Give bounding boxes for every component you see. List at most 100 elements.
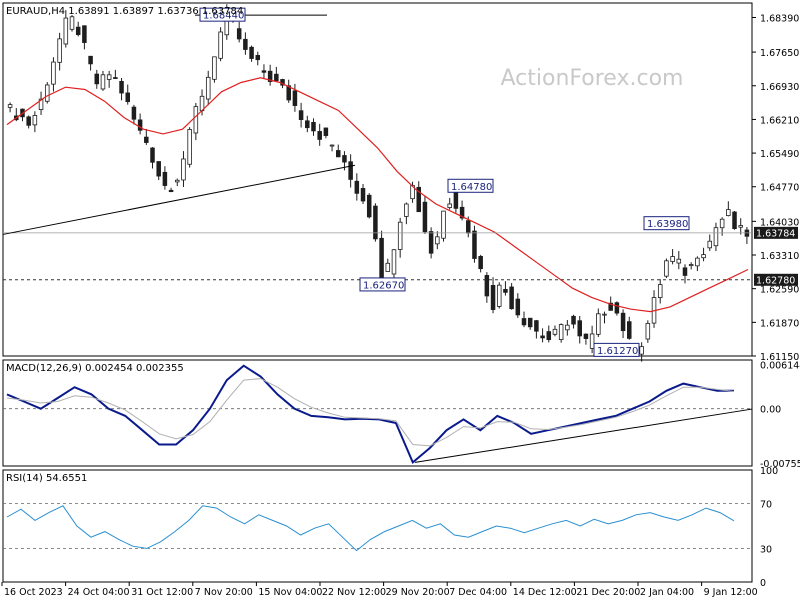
candle-body xyxy=(379,237,384,280)
rsi-tick-label: 0 xyxy=(760,578,766,589)
price-tick-label: 1.68390 xyxy=(760,13,799,24)
candle-body xyxy=(298,110,304,120)
price-label: 1.64780 xyxy=(451,182,492,193)
candle-body xyxy=(137,119,143,131)
candle-body xyxy=(738,225,743,228)
candle-body xyxy=(63,17,69,45)
candle-body xyxy=(44,84,50,102)
candle-body xyxy=(113,77,118,79)
price-tick-label: 1.66930 xyxy=(760,82,799,93)
candle-body xyxy=(100,74,106,90)
candle-body xyxy=(51,61,56,85)
candle-body xyxy=(552,328,558,335)
candle-body xyxy=(484,275,490,297)
macd-frame xyxy=(2,359,753,467)
price-tick-label: 1.62590 xyxy=(760,285,799,296)
x-tick-label: 31 Oct 12:00 xyxy=(131,587,193,598)
candle-body xyxy=(509,286,514,310)
price-tick-label: 1.64770 xyxy=(760,183,799,194)
candle-body xyxy=(534,320,539,332)
candle-body xyxy=(732,211,737,230)
x-tick-label: 24 Oct 04:00 xyxy=(68,587,130,598)
candle-body xyxy=(205,76,211,100)
candle-body xyxy=(156,161,161,177)
price-tick-label: 1.64030 xyxy=(760,217,799,228)
candle-body xyxy=(354,180,360,194)
candle-body xyxy=(243,38,248,50)
candle-body xyxy=(125,92,130,103)
candle-body xyxy=(150,147,155,163)
candle-body xyxy=(521,318,527,326)
candle-body xyxy=(435,236,440,245)
candle-body xyxy=(453,192,459,209)
x-tick-label: 15 Nov 04:00 xyxy=(258,587,322,598)
candle-body xyxy=(305,120,310,129)
price-tick-label: 1.67650 xyxy=(760,48,799,59)
candle-body xyxy=(416,186,422,213)
candle-body xyxy=(255,55,261,61)
rsi-frame xyxy=(2,469,753,583)
candle-body xyxy=(596,313,601,335)
x-tick-label: 14 Dec 12:00 xyxy=(513,587,577,598)
rsi-line xyxy=(6,505,735,552)
price-tick-label: 1.66210 xyxy=(760,115,799,126)
candle-body xyxy=(335,150,341,158)
price-label-box xyxy=(643,216,690,231)
x-tick-label: 2 Jan 04:00 xyxy=(640,587,694,598)
moving-average-line xyxy=(6,77,749,313)
candle-body xyxy=(503,288,508,293)
candle-body xyxy=(490,285,496,310)
x-tick-label: 21 Dec 20:00 xyxy=(576,587,640,598)
candle-body xyxy=(571,315,576,325)
rsi-tick-label: 100 xyxy=(760,466,778,477)
price-frame xyxy=(2,2,753,357)
candle-body xyxy=(515,298,521,316)
candle-body xyxy=(527,317,533,328)
candle-body xyxy=(144,136,149,143)
candle-body xyxy=(577,320,582,337)
price-tick-label: 1.65490 xyxy=(760,149,799,160)
candle-body xyxy=(664,260,669,277)
candle-body xyxy=(168,189,174,193)
candle-body xyxy=(608,302,613,311)
candle-body xyxy=(472,230,477,259)
candle-body xyxy=(404,203,409,217)
rsi-title: RSI(14) 54.6551 xyxy=(6,473,87,484)
candle-body xyxy=(447,203,452,208)
candle-body xyxy=(69,16,75,30)
candle-body xyxy=(496,284,502,307)
macd-panel: 0.006144 0.00 -0.007555 xyxy=(2,359,800,470)
candle-body xyxy=(676,258,682,264)
macd-tick-label: 0.00 xyxy=(760,405,781,416)
candle-body xyxy=(701,254,706,259)
candle-body xyxy=(57,38,62,63)
candle-body xyxy=(546,331,552,341)
x-tick-label: 22 Nov 12:00 xyxy=(322,587,386,598)
candle-body xyxy=(459,206,465,219)
candle-body xyxy=(670,256,675,262)
macd-signal-line xyxy=(6,378,735,447)
candle-body xyxy=(38,98,44,110)
candle-body xyxy=(627,321,632,339)
macd-tick-label: -0.007555 xyxy=(760,459,800,470)
candle-body xyxy=(719,218,725,229)
candle-body xyxy=(707,240,713,249)
candle-body xyxy=(366,194,372,218)
candle-body xyxy=(441,210,446,239)
x-tick-label: 29 Nov 20:00 xyxy=(386,587,450,598)
price-label-box xyxy=(359,277,406,292)
candle-body xyxy=(82,25,87,43)
x-tick-label: 7 Nov 20:00 xyxy=(195,587,253,598)
candle-body xyxy=(558,324,564,340)
candle-body xyxy=(131,106,137,120)
candle-body xyxy=(385,262,391,272)
support-level-label: 1.62780 xyxy=(756,275,795,286)
candle-body xyxy=(391,249,397,275)
rsi-tick-label: 70 xyxy=(760,500,772,511)
candle-body xyxy=(261,70,267,73)
candle-body xyxy=(713,227,719,247)
price-label: 1.62670 xyxy=(363,280,404,291)
price-tick-label: 1.63310 xyxy=(760,251,799,262)
